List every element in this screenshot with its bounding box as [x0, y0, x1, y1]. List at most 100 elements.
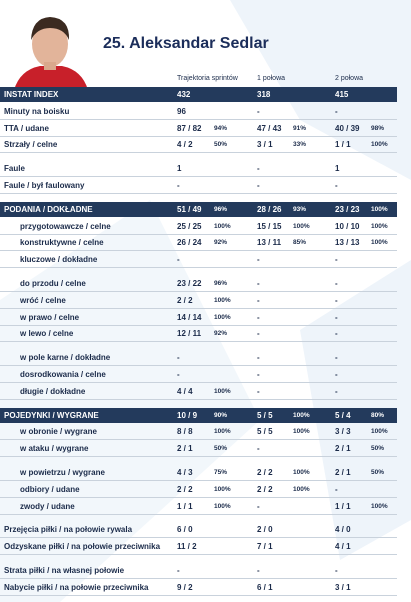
column-header: 1 połowa — [257, 75, 286, 82]
table-row: w ataku / wygrane 2 / 1 50% - 2 / 1 50% — [0, 441, 397, 458]
cell-percent: 100% — [371, 141, 388, 149]
table-row: kluczowe / dokładne - - - — [0, 252, 397, 269]
cell-value: 1 / 1 — [177, 501, 193, 511]
cell-percent: 90% — [214, 411, 228, 419]
column-header: Trajektoria sprintów — [177, 75, 238, 82]
player-photo — [14, 17, 88, 90]
cell-value: 4 / 2 — [177, 140, 193, 150]
table-row: TTA / udane 87 / 82 94% 47 / 43 91% 40 / 39 98… — [0, 121, 397, 137]
table-row: dosrodkowania / celne - - - — [0, 367, 397, 383]
cell-value: - — [257, 164, 260, 174]
cell-value: 1 — [177, 164, 182, 174]
table-row: Faule 1 - 1 — [0, 161, 397, 178]
cell-value: - — [335, 255, 338, 265]
row-label: w pole karne / dokładne — [20, 353, 111, 363]
cell-value: - — [335, 386, 338, 396]
row-label: POJEDYNKI / WYGRANE — [4, 410, 99, 420]
cell-value: 318 — [257, 90, 271, 99]
cell-value: - — [257, 295, 260, 305]
cell-percent: 91% — [293, 124, 307, 132]
cell-value: 3 / 1 — [335, 582, 351, 592]
cell-percent: 100% — [293, 469, 310, 476]
cell-value: - — [257, 566, 260, 575]
table-row: Strata piłki / na własnej połowie - - - — [0, 563, 397, 579]
cell-value: - — [335, 106, 338, 116]
row-label: długie / dokładne — [20, 386, 86, 396]
cell-value: - — [335, 181, 338, 190]
table-row: odbiory / udane 2 / 2 100% 2 / 2 100% - — [0, 482, 397, 498]
cell-value: 9 / 2 — [177, 582, 193, 592]
cell-value: 4 / 1 — [335, 542, 351, 552]
cell-value: 2 / 1 — [335, 468, 351, 477]
cell-value: - — [257, 312, 260, 322]
cell-value: - — [335, 312, 338, 322]
row-label: Strzały / celne — [4, 140, 58, 150]
cell-value: - — [257, 501, 260, 511]
cell-value: 2 / 1 — [335, 444, 351, 454]
table-row: PODANIA / DOKŁADNE 51 / 49 96% 28 / 26 93% 23… — [0, 201, 397, 217]
cell-value: 12 / 11 — [177, 329, 202, 339]
cell-value: - — [177, 181, 180, 190]
cell-percent: 50% — [214, 141, 228, 149]
cell-value: 11 / 2 — [177, 542, 197, 552]
row-label: Faule / był faulowany — [4, 181, 85, 190]
cell-value: 1 / 1 — [335, 501, 351, 511]
cell-value: 415 — [335, 90, 349, 99]
cell-value: 7 / 1 — [257, 542, 273, 552]
row-label: odbiory / udane — [20, 484, 80, 494]
cell-value: - — [257, 181, 260, 190]
cell-value: - — [335, 484, 338, 494]
row-label: Nabycie piłki / na połowie przeciwnika — [4, 582, 149, 592]
table-row: zwody / udane 1 / 1 100% - 1 / 1 100% — [0, 499, 397, 515]
row-label: INSTAT INDEX — [4, 90, 59, 99]
cell-value: 6 / 0 — [177, 525, 193, 535]
cell-percent: 94% — [214, 124, 228, 132]
cell-value: - — [257, 386, 260, 396]
cell-value: - — [257, 106, 260, 116]
cell-value: 10 / 9 — [177, 410, 198, 420]
cell-percent: 100% — [293, 411, 310, 419]
row-label: PODANIA / DOKŁADNE — [4, 204, 93, 214]
cell-value: - — [177, 370, 180, 379]
cell-value: 2 / 2 — [177, 484, 193, 494]
cell-percent: 100% — [293, 485, 310, 493]
table-row: POJEDYNKI / WYGRANE 10 / 9 90% 5 / 5 100% 5 /… — [0, 407, 397, 423]
row-label: Strata piłki / na własnej połowie — [4, 566, 125, 575]
cell-percent: 92% — [214, 239, 228, 247]
table-row: Nabycie piłki / na połowie przeciwnika 9 … — [0, 580, 397, 596]
cell-value: 13 / 13 — [335, 238, 360, 248]
cell-value: 96 — [177, 106, 186, 116]
cell-value: 51 / 49 — [177, 204, 202, 214]
cell-value: - — [335, 329, 338, 339]
row-label: kluczowe / dokładne — [20, 255, 98, 265]
cell-percent: 98% — [371, 124, 385, 132]
cell-value: 87 / 82 — [177, 123, 202, 133]
cell-percent: 100% — [293, 222, 310, 230]
cell-value: 8 / 8 — [177, 427, 193, 437]
cell-value: - — [335, 353, 338, 363]
table-row: Minuty na boisku 96 - - — [0, 104, 397, 120]
cell-value: 2 / 2 — [257, 468, 273, 477]
cell-value: - — [177, 566, 180, 575]
cell-percent: 92% — [214, 330, 228, 338]
cell-value: 4 / 0 — [335, 525, 351, 535]
cell-value: 15 / 15 — [257, 221, 282, 231]
cell-value: - — [335, 279, 338, 288]
cell-value: - — [257, 353, 260, 363]
cell-percent: 50% — [371, 469, 385, 476]
cell-percent: 100% — [214, 502, 231, 510]
table-row: Strzały / celne 4 / 2 50% 3 / 1 33% 1 / 1 100% — [0, 137, 397, 154]
cell-percent: 80% — [371, 411, 385, 419]
cell-value: 2 / 2 — [177, 295, 193, 305]
cell-value: 3 / 1 — [257, 140, 273, 150]
cell-percent: 96% — [214, 280, 228, 287]
cell-percent: 100% — [214, 485, 231, 493]
cell-value: 25 / 25 — [177, 221, 202, 231]
row-label: w prawo / celne — [20, 312, 80, 322]
row-label: przygotowawcze / celne — [20, 221, 111, 231]
table-row: długie / dokładne 4 / 4 100% - - — [0, 384, 397, 400]
cell-value: - — [257, 279, 260, 288]
row-label: zwody / udane — [20, 501, 75, 511]
cell-value: 4 / 3 — [177, 468, 193, 477]
